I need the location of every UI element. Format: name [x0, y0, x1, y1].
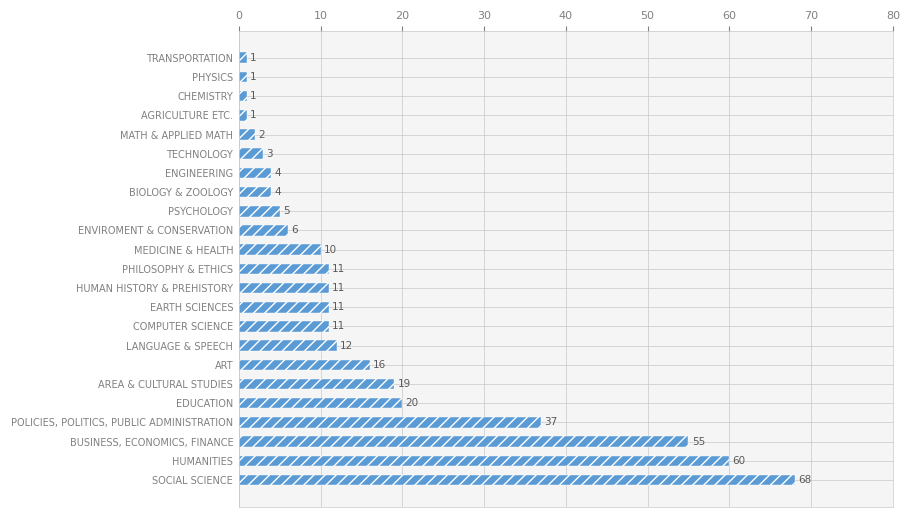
Text: 1: 1 — [251, 72, 257, 82]
Text: 16: 16 — [373, 360, 386, 370]
Bar — [239, 321, 329, 332]
Bar — [239, 302, 329, 312]
Bar — [239, 129, 255, 140]
Text: 4: 4 — [275, 187, 281, 197]
Bar — [239, 52, 247, 63]
Text: 19: 19 — [397, 379, 411, 389]
Text: 37: 37 — [545, 418, 558, 427]
Text: 55: 55 — [691, 437, 705, 447]
Bar — [239, 417, 541, 428]
Text: 11: 11 — [332, 302, 345, 312]
Text: 68: 68 — [798, 475, 811, 485]
Bar — [239, 71, 247, 82]
Text: 5: 5 — [283, 206, 290, 217]
Text: 1: 1 — [251, 91, 257, 101]
Text: 1: 1 — [251, 110, 257, 120]
Bar — [239, 359, 370, 370]
Bar — [239, 187, 271, 197]
Text: 12: 12 — [340, 341, 353, 351]
Bar — [239, 168, 271, 178]
Text: 3: 3 — [267, 149, 273, 159]
Bar — [239, 436, 689, 447]
Text: 60: 60 — [732, 456, 746, 466]
Text: 11: 11 — [332, 264, 345, 274]
Text: 1: 1 — [251, 53, 257, 63]
Bar — [239, 264, 329, 274]
Bar — [239, 206, 280, 217]
Bar — [239, 283, 329, 293]
Text: 11: 11 — [332, 283, 345, 293]
Bar — [239, 379, 394, 390]
Bar — [239, 110, 247, 121]
Bar — [239, 149, 263, 159]
Bar — [239, 244, 321, 255]
Text: 6: 6 — [292, 225, 298, 236]
Bar — [239, 474, 794, 485]
Bar — [239, 398, 403, 409]
Bar — [239, 340, 337, 351]
Text: 2: 2 — [259, 130, 265, 139]
Text: 11: 11 — [332, 322, 345, 332]
Bar — [239, 225, 288, 236]
Text: 10: 10 — [323, 244, 337, 255]
Text: 4: 4 — [275, 168, 281, 178]
Bar — [239, 455, 730, 466]
Text: 20: 20 — [405, 398, 419, 408]
Bar — [239, 91, 247, 102]
